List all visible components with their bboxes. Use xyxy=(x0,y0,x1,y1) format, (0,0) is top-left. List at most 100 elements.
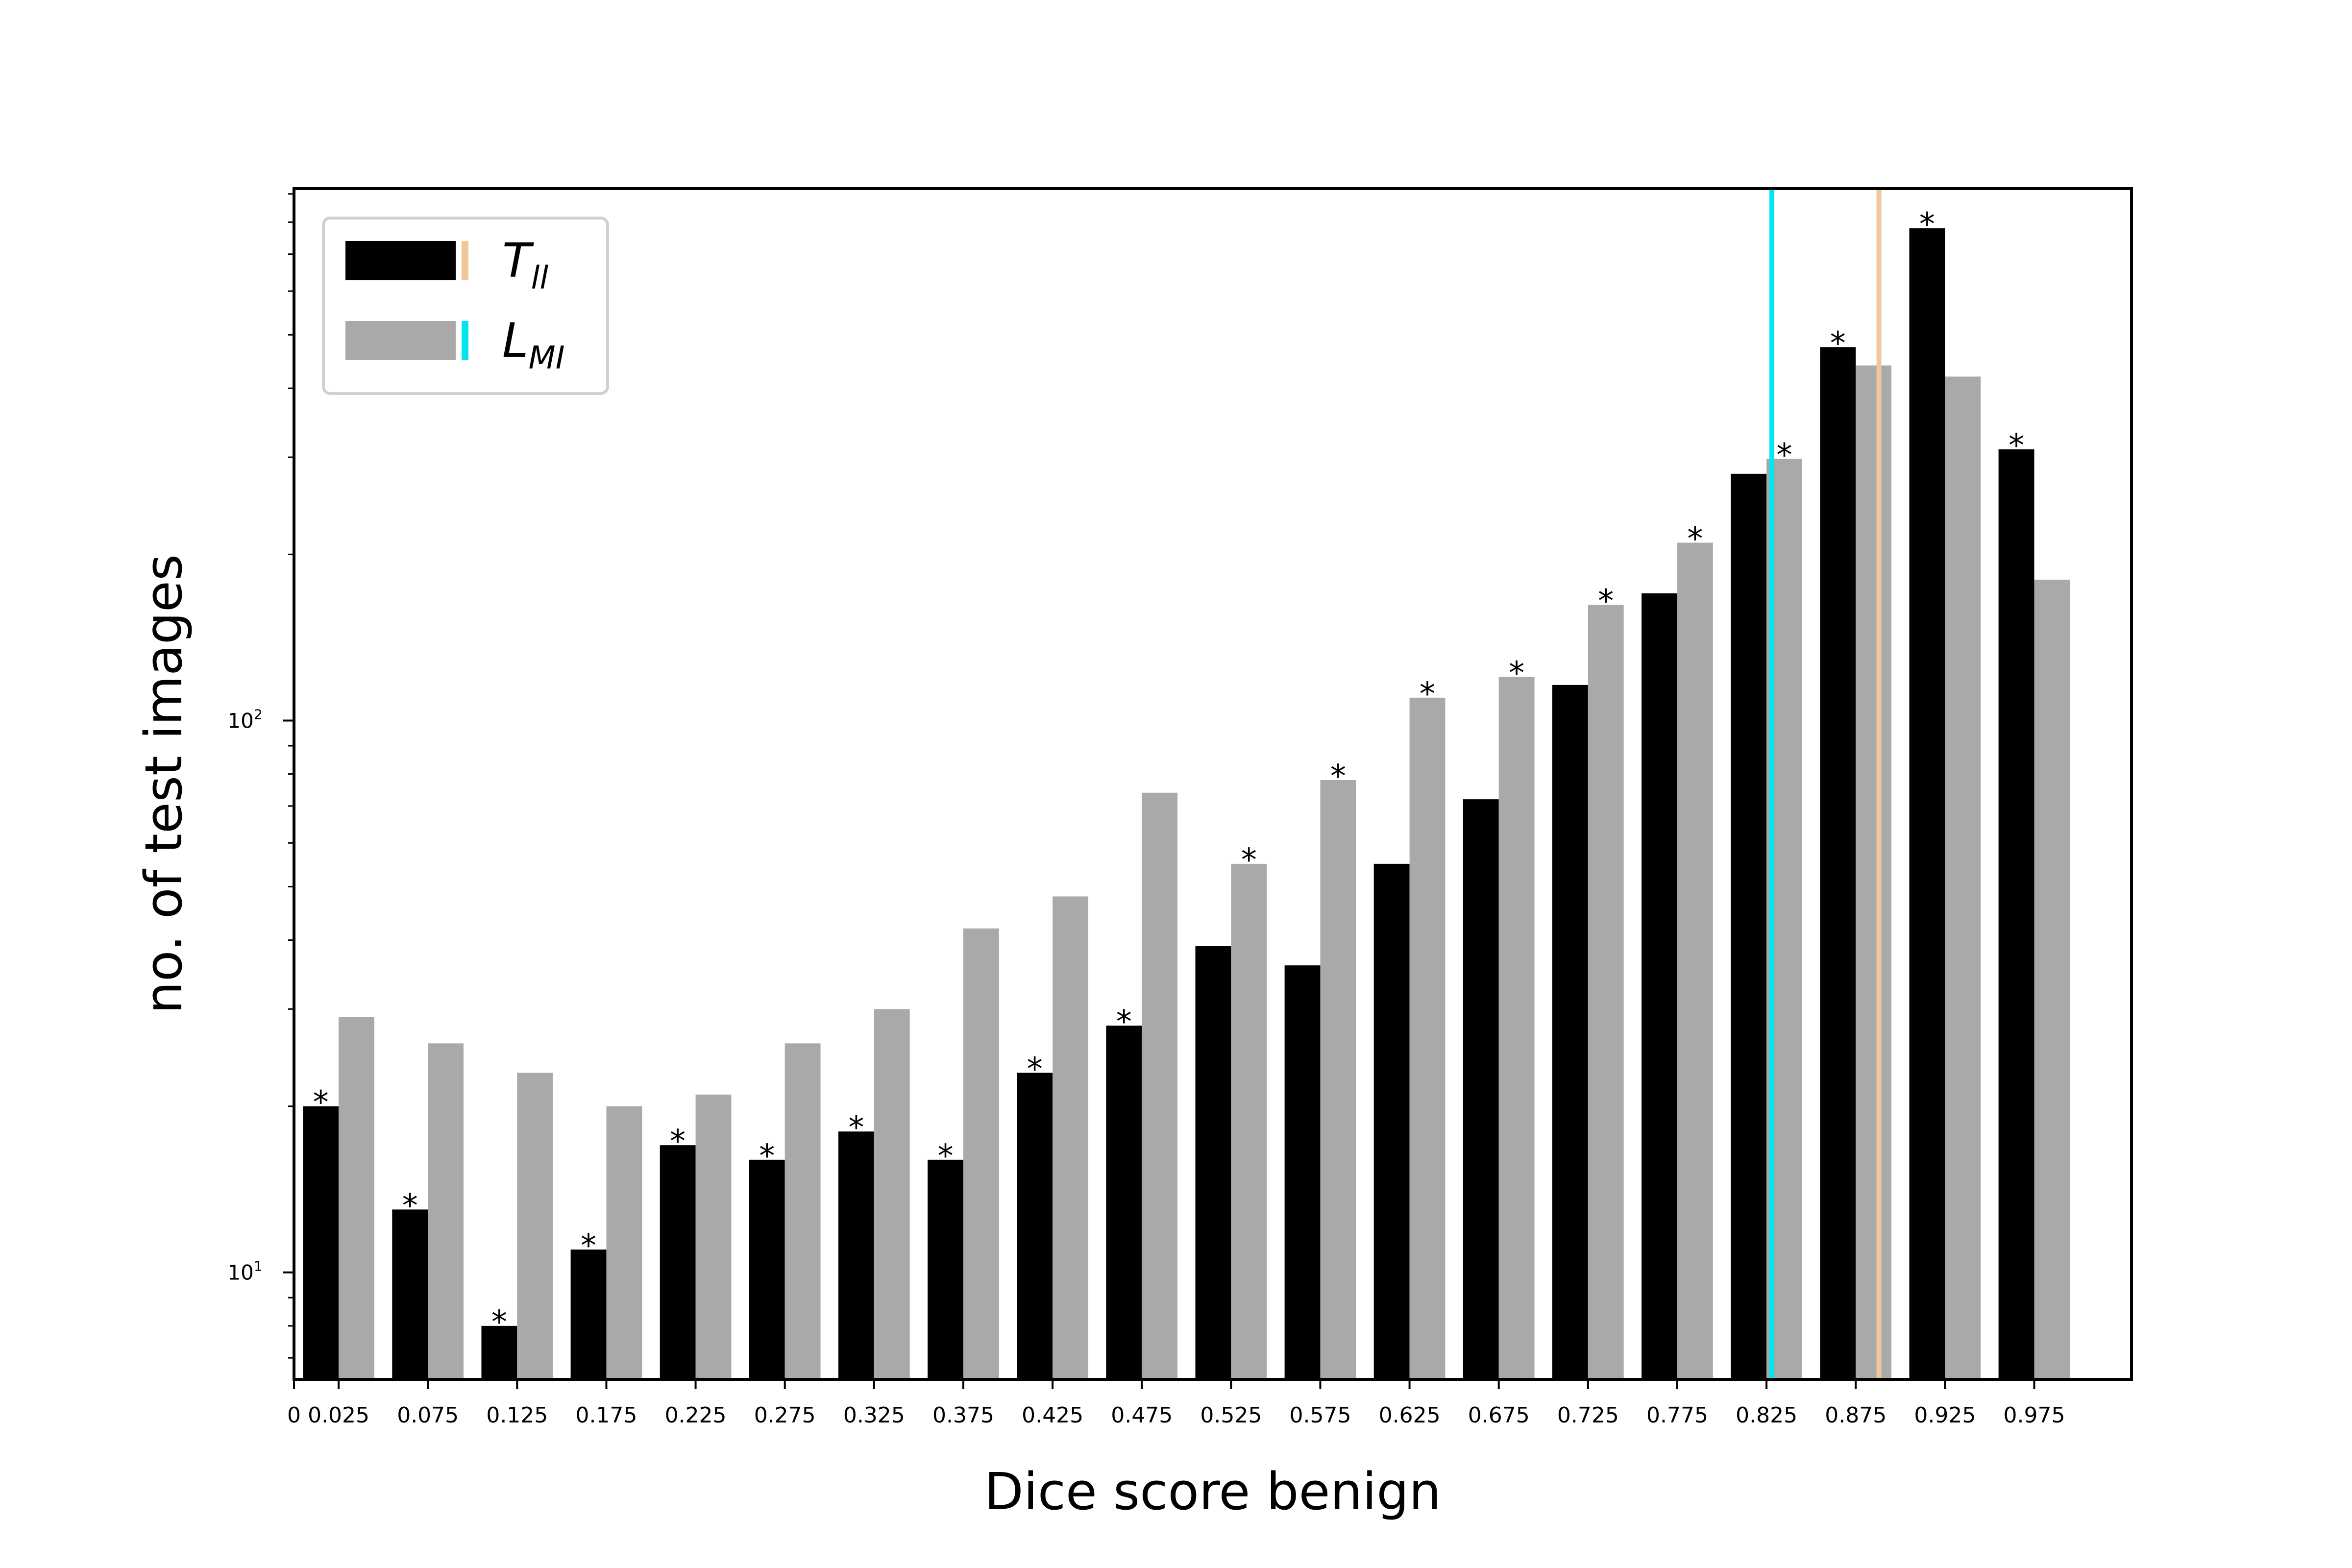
bar-l-mi-0.175 xyxy=(606,1106,642,1379)
star-t-ll-0.925: * xyxy=(1919,207,1935,243)
bar-l-mi-0.975 xyxy=(2034,579,2070,1379)
x-tick-label-0.225: 0.225 xyxy=(665,1403,727,1428)
star-l-mi-0.675: * xyxy=(1509,655,1524,691)
x-tick-label-0.575: 0.575 xyxy=(1289,1403,1351,1428)
bar-t-ll-0.875 xyxy=(1820,347,1856,1379)
bar-l-mi-0.325 xyxy=(874,1009,910,1379)
x-tick-label-0: 0 xyxy=(287,1403,301,1428)
x-tick-label-0.975: 0.975 xyxy=(2003,1403,2065,1428)
x-tick-label-0.275: 0.275 xyxy=(754,1403,816,1428)
x-tick-label-0.125: 0.125 xyxy=(486,1403,548,1428)
star-l-mi-0.575: * xyxy=(1330,759,1346,795)
bar-l-mi-0.725 xyxy=(1588,605,1624,1379)
legend-label-t-ll-main: T xyxy=(502,233,534,288)
bar-t-ll-0.225 xyxy=(660,1145,696,1379)
legend-label-t-ll: Tll xyxy=(502,233,548,296)
star-t-ll-0.975: * xyxy=(2009,428,2024,464)
star-t-ll-0.375: * xyxy=(938,1138,954,1175)
bar-l-mi-0.025 xyxy=(339,1017,374,1379)
x-tick-label-0.175: 0.175 xyxy=(575,1403,637,1428)
bar-t-ll-0.325 xyxy=(838,1131,874,1379)
bar-t-ll-0.925 xyxy=(1909,228,1945,1379)
star-l-mi-0.725: * xyxy=(1598,583,1614,619)
star-t-ll-0.875: * xyxy=(1830,325,1846,362)
x-tick-label-0.875: 0.875 xyxy=(1825,1403,1886,1428)
bar-l-mi-0.375 xyxy=(963,928,999,1379)
star-t-ll-0.175: * xyxy=(581,1228,596,1264)
star-t-ll-0.125: * xyxy=(491,1304,507,1341)
bar-t-ll-0.475 xyxy=(1106,1026,1142,1379)
bar-l-mi-0.075 xyxy=(428,1043,464,1379)
bar-l-mi-0.875 xyxy=(1856,365,1892,1379)
legend-label-l-mi-sub: MI xyxy=(528,340,564,376)
y-tick-label-10: 101 xyxy=(227,1258,262,1285)
bar-t-ll-0.675 xyxy=(1463,799,1499,1379)
bar-l-mi-0.475 xyxy=(1142,792,1178,1379)
star-t-ll-0.325: * xyxy=(848,1110,864,1146)
plot-frame xyxy=(293,187,2133,1381)
x-tick-label-0.475: 0.475 xyxy=(1111,1403,1173,1428)
bar-l-mi-0.425 xyxy=(1053,896,1088,1379)
x-tick-label-0.775: 0.775 xyxy=(1646,1403,1708,1428)
y-tick-exp-10: 1 xyxy=(254,1258,263,1274)
x-tick-label-0.725: 0.725 xyxy=(1557,1403,1619,1428)
bar-t-ll-0.775 xyxy=(1642,593,1677,1379)
star-t-ll-0.075: * xyxy=(402,1188,418,1224)
bar-t-ll-0.525 xyxy=(1195,946,1231,1379)
bar-l-mi-0.275 xyxy=(784,1043,821,1379)
bar-l-mi-0.225 xyxy=(695,1094,732,1379)
x-tick-label-0.425: 0.425 xyxy=(1022,1403,1083,1428)
star-annotations: * * * * * * * * * * * * * * * * * * * * xyxy=(313,207,2024,1341)
bar-t-ll-0.725 xyxy=(1552,685,1588,1379)
x-tick-label-0.025: 0.025 xyxy=(308,1403,369,1428)
x-tick-label-0.625: 0.625 xyxy=(1379,1403,1441,1428)
bar-l-mi-0.525 xyxy=(1231,863,1267,1379)
legend-line-t-ll xyxy=(462,241,468,280)
bar-t-ll-0.125 xyxy=(481,1325,517,1379)
legend: Tll LMI xyxy=(322,217,609,395)
x-tick-label-0.925: 0.925 xyxy=(1914,1403,1976,1428)
bar-t-ll-0.825 xyxy=(1731,473,1767,1379)
legend-label-l-mi: LMI xyxy=(502,313,565,376)
star-l-mi-0.825: * xyxy=(1777,437,1792,473)
bar-t-ll-0.075 xyxy=(392,1209,428,1379)
y-tick-base-100: 10 xyxy=(227,709,253,733)
y-tick-label-100: 102 xyxy=(227,706,262,733)
bar-l-mi-0.625 xyxy=(1409,697,1446,1379)
x-tick-label-0.825: 0.825 xyxy=(1736,1403,1797,1428)
y-tick-base-10: 10 xyxy=(227,1261,253,1285)
bar-l-mi-0.775 xyxy=(1677,542,1713,1379)
star-t-ll-0.225: * xyxy=(670,1124,686,1160)
y-tick-exp-100: 2 xyxy=(254,706,263,722)
star-t-ll-0.025: * xyxy=(313,1085,329,1121)
bar-t-ll-0.275 xyxy=(749,1159,785,1379)
bar-t-ll-0.575 xyxy=(1284,965,1321,1379)
star-t-ll-0.275: * xyxy=(759,1138,775,1175)
bar-t-ll-0.175 xyxy=(570,1250,607,1379)
legend-swatch-l-mi xyxy=(345,321,456,360)
x-axis-ticks: 0 0.025 0.075 0.125 0.175 0.225 0.275 0.325 0.37… xyxy=(287,1379,2065,1428)
y-axis-label: no. of test images xyxy=(134,554,194,1014)
legend-label-l-mi-main: L xyxy=(502,313,528,368)
bar-l-mi-0.125 xyxy=(517,1073,553,1379)
x-tick-label-0.675: 0.675 xyxy=(1468,1403,1530,1428)
x-tick-label-0.075: 0.075 xyxy=(397,1403,459,1428)
bar-l-mi-0.675 xyxy=(1498,677,1535,1379)
bar-l-mi-0.575 xyxy=(1320,780,1356,1379)
x-tick-label-0.375: 0.375 xyxy=(932,1403,994,1428)
threshold-lines xyxy=(1769,189,1882,1379)
x-axis-label: Dice score benign xyxy=(984,1462,1441,1521)
x-tick-label-0.525: 0.525 xyxy=(1200,1403,1262,1428)
star-t-ll-0.475: * xyxy=(1116,1004,1132,1040)
bars-layer xyxy=(303,228,2070,1380)
star-l-mi-0.625: * xyxy=(1420,676,1435,712)
x-tick-label-0.325: 0.325 xyxy=(843,1403,905,1428)
legend-swatch-t-ll xyxy=(345,241,456,280)
star-l-mi-0.525: * xyxy=(1241,842,1257,879)
legend-label-t-ll-sub: ll xyxy=(531,260,549,296)
bar-t-ll-0.425 xyxy=(1017,1073,1053,1379)
bar-t-ll-0.375 xyxy=(928,1159,963,1379)
bar-t-ll-0.025 xyxy=(303,1106,339,1379)
